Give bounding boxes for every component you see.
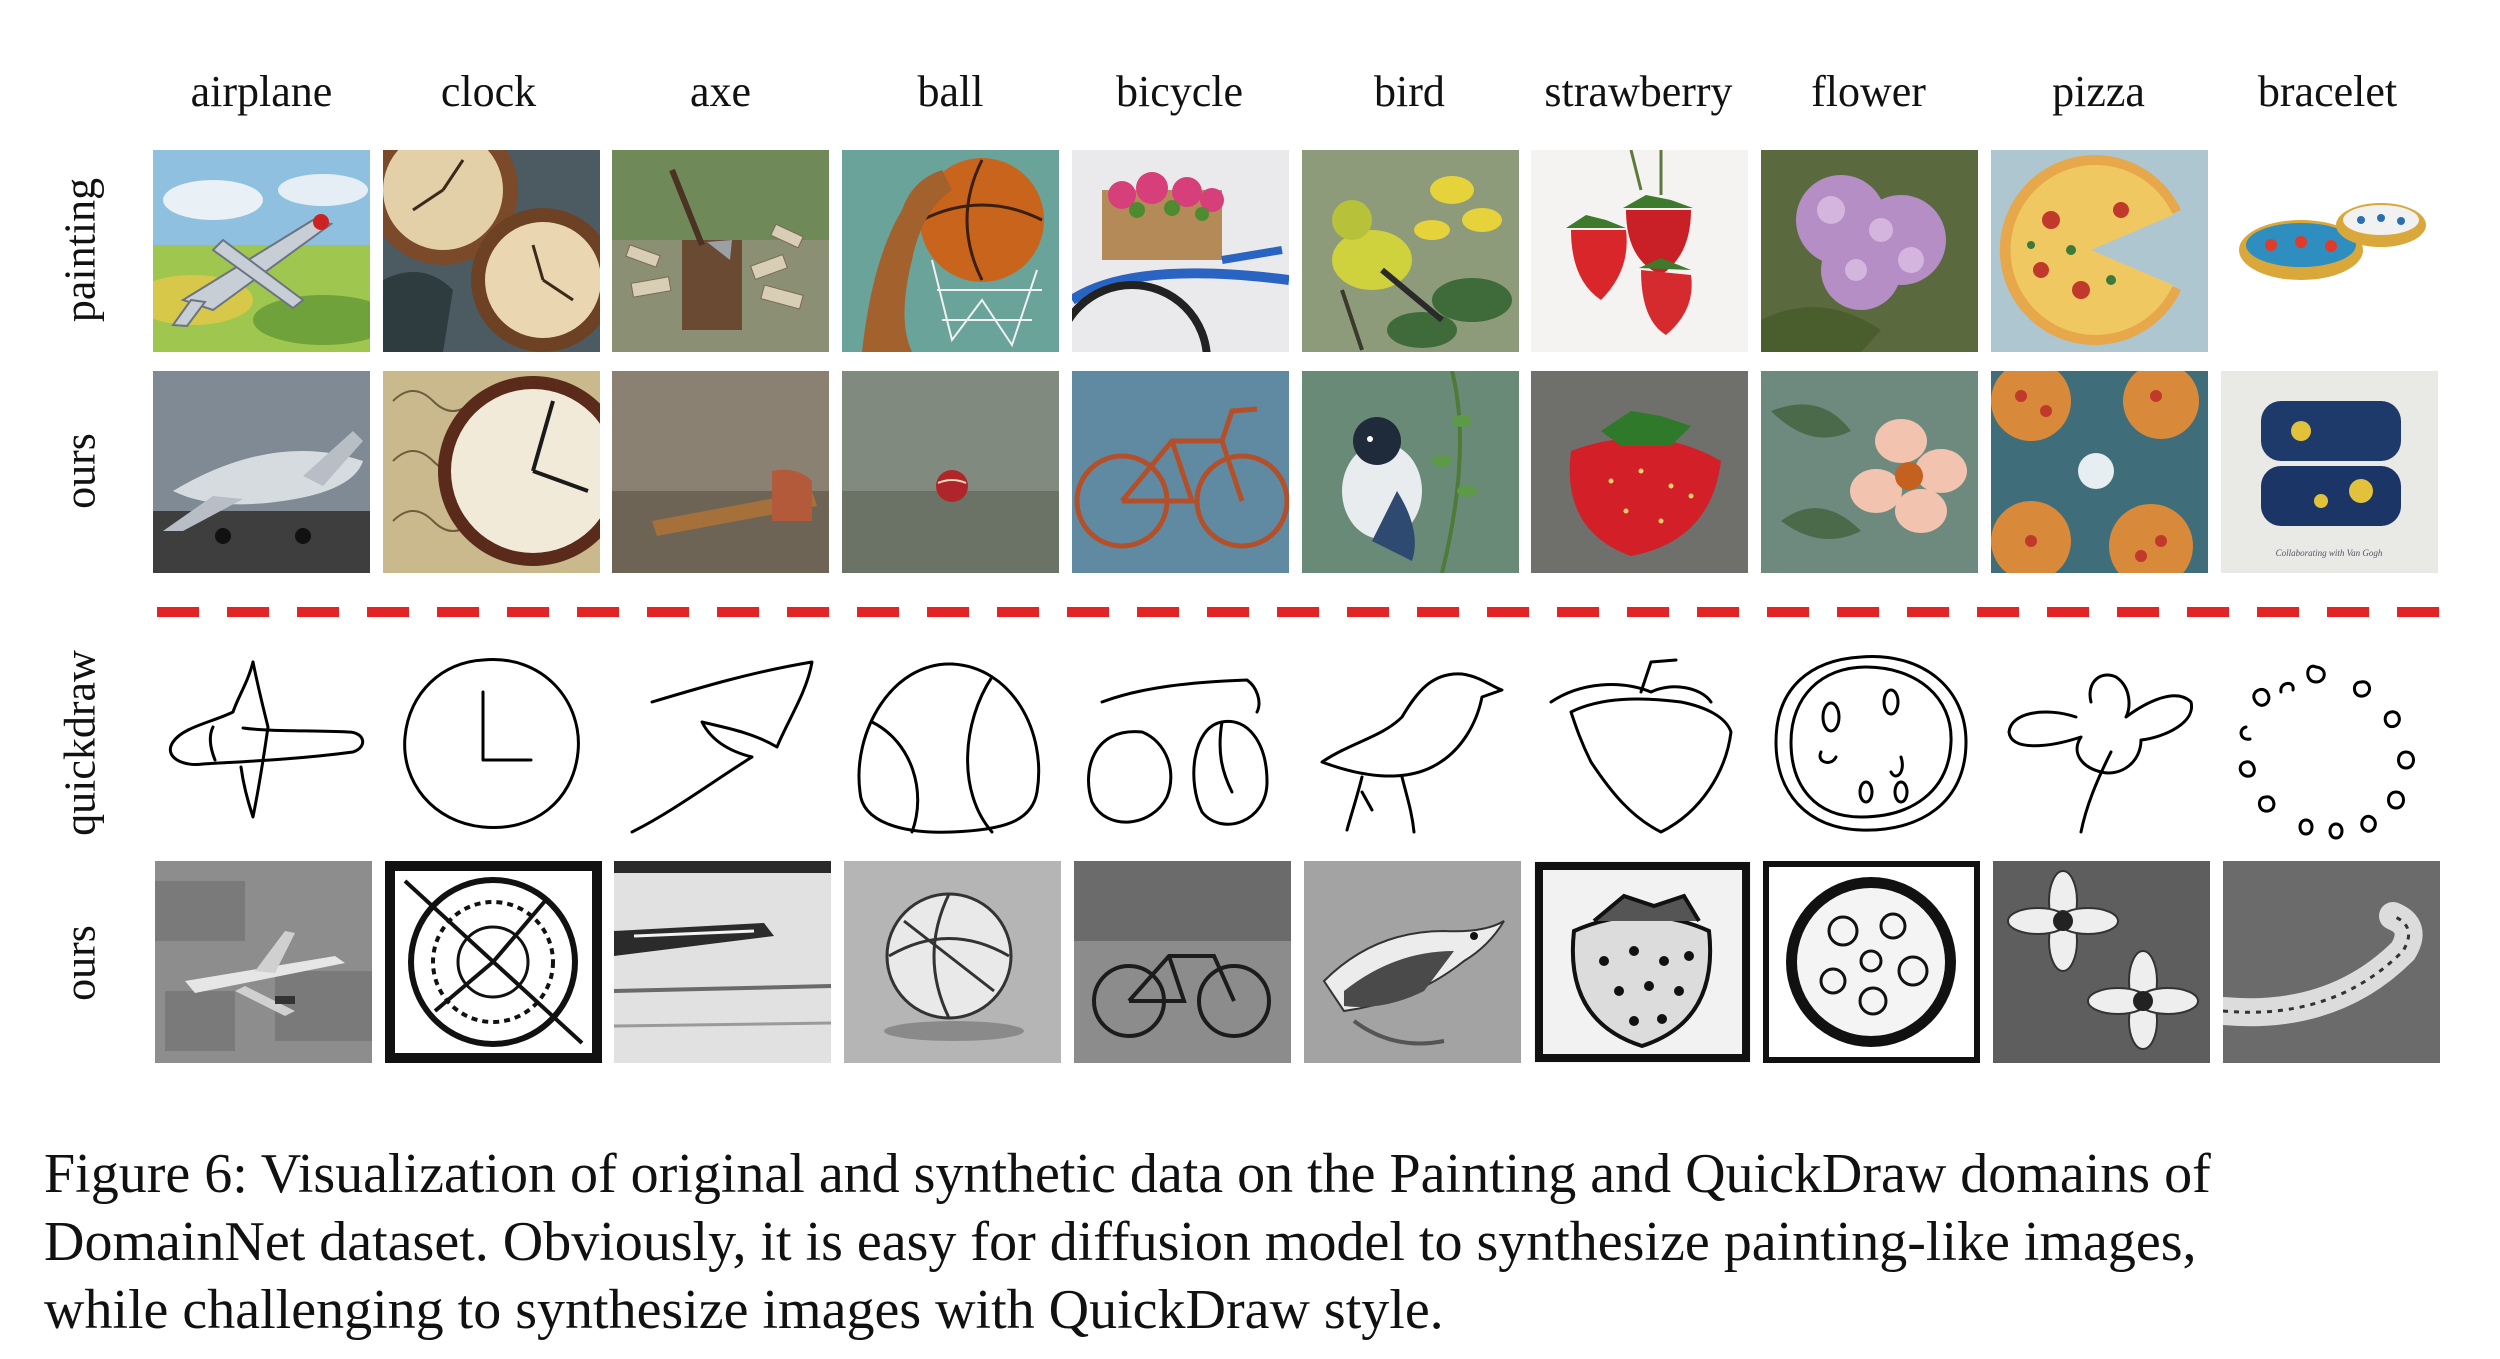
ours-painting-axe-image [612, 371, 829, 573]
row-label-quickdraw-text: quickdraw [55, 650, 105, 836]
ours-painting-flower-image [1761, 371, 1978, 573]
category-label-strawberry: strawberry [1544, 67, 1733, 116]
category-label-clock: clock [440, 67, 537, 116]
category-label-pizza: pizza [2052, 67, 2145, 116]
caption-line: Figure 6: Visualization of original and … [44, 1143, 2211, 1205]
ours-quickdraw-axe-image [614, 861, 831, 1063]
quickdraw-airplane-sketch [153, 642, 370, 842]
painting-clock-image [383, 150, 600, 352]
category-label-bicycle: bicycle [1115, 67, 1244, 116]
painting-ball-image [842, 150, 1059, 352]
quickdraw-bicycle-sketch [1072, 642, 1289, 842]
ours-painting-airplane-image [153, 371, 370, 573]
quickdraw-pizza-sketch [1991, 642, 2208, 842]
quickdraw-bird-sketch [1302, 642, 1519, 842]
category-label-bracelet: bracelet [2257, 67, 2398, 116]
painting-bracelet-image [2221, 150, 2438, 352]
ours-quickdraw-ball-image [844, 861, 1061, 1063]
category-label-axe: axe [689, 67, 752, 116]
ours-painting-bird-image [1302, 371, 1519, 573]
painting-airplane-image [153, 150, 370, 352]
category-label-ball: ball [917, 67, 984, 116]
ours-quickdraw-bird-image [1304, 861, 1521, 1063]
ours-quickdraw-pizza-image [1763, 861, 1980, 1063]
ours-painting-pizza-image [1991, 371, 2208, 573]
figure-caption: Figure 6: Visualization of original and … [44, 1140, 2464, 1344]
row-label-ours-painting-text: ours [55, 433, 105, 509]
ours-quickdraw-airplane-image [155, 861, 372, 1063]
painting-pizza-image [1991, 150, 2208, 352]
quickdraw-bracelet-sketch [2221, 642, 2438, 842]
category-label-airplane: airplane [190, 67, 333, 116]
ours-quickdraw-bicycle-image [1074, 861, 1291, 1063]
quickdraw-ball-sketch [842, 642, 1059, 842]
ours-quickdraw-flower-image [1993, 861, 2210, 1063]
quickdraw-axe-sketch [612, 642, 829, 842]
caption-line: DomainNet dataset. Obviously, it is easy… [44, 1211, 2197, 1273]
ours-quickdraw-clock-image [385, 861, 602, 1063]
painting-bird-image [1302, 150, 1519, 352]
ours-quickdraw-bracelet-image [2223, 861, 2440, 1063]
painting-flower-image [1761, 150, 1978, 352]
painting-strawberry-image [1531, 150, 1748, 352]
ours-painting-ball-image [842, 371, 1059, 573]
painting-bicycle-image [1072, 150, 1289, 352]
ours-painting-strawberry-image [1531, 371, 1748, 573]
ours-painting-bicycle-image [1072, 371, 1289, 573]
quickdraw-strawberry-sketch [1531, 642, 1748, 842]
ours-painting-clock-image [383, 371, 600, 573]
category-label-bird: bird [1374, 67, 1445, 116]
quickdraw-clock-sketch [383, 642, 600, 842]
painting-axe-image [612, 150, 829, 352]
row-label-ours-quickdraw-text: ours [55, 925, 105, 1001]
row-label-painting-text: painting [55, 177, 105, 323]
category-label-flower: flower [1811, 67, 1926, 116]
ours-quickdraw-strawberry-image [1534, 861, 1751, 1063]
domain-separator-dashed-line [157, 607, 2440, 617]
watermark-text: Collaborating with Van Gogh [2276, 548, 2383, 558]
ours-painting-bracelet-image: Collaborating with Van Gogh [2221, 371, 2438, 573]
quickdraw-flower-sketch [1761, 642, 1978, 842]
caption-line: while challenging to synthesize images w… [44, 1279, 1444, 1341]
